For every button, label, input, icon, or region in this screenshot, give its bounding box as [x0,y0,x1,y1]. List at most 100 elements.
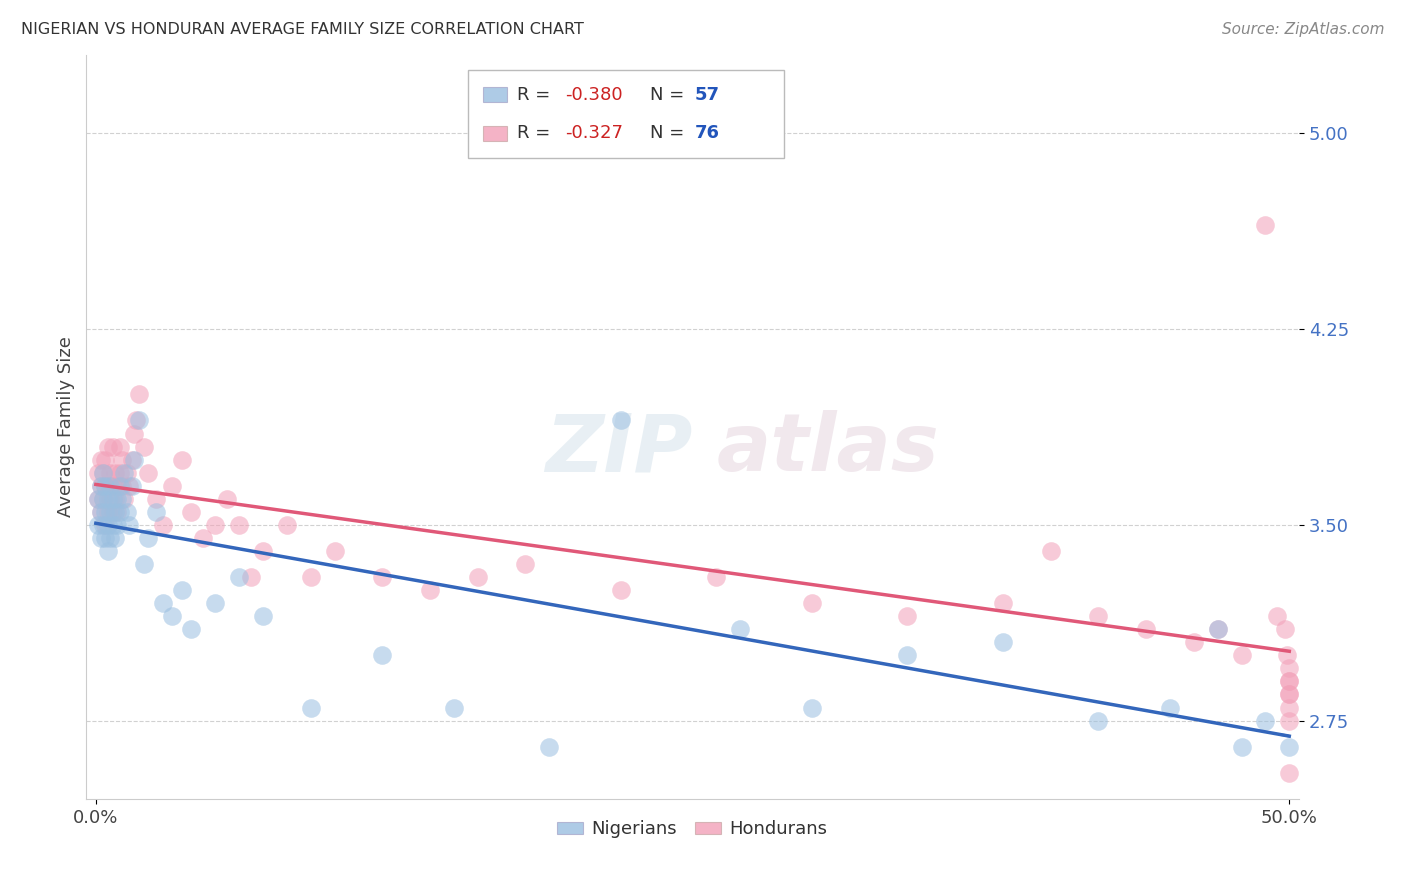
Point [145,505,167,519]
Point [252,544,274,558]
Point [1087,714,1109,728]
Point [128,413,150,427]
Point [98,505,121,519]
Point [90,452,112,467]
Point [108,505,131,519]
Point [121,452,143,467]
Point [1230,648,1253,663]
Point [101,479,124,493]
Point [132,557,155,571]
Point [97,517,120,532]
Point [152,596,174,610]
Point [118,479,141,493]
Point [97,505,120,519]
Point [98,479,121,493]
Point [87,517,110,532]
FancyBboxPatch shape [468,70,783,158]
Point [97,491,120,506]
Text: 57: 57 [695,86,720,103]
Point [1278,688,1301,702]
Point [104,505,127,519]
Point [111,491,134,506]
Point [1278,765,1301,780]
Point [1278,661,1301,675]
FancyBboxPatch shape [482,126,508,141]
Text: -0.380: -0.380 [565,86,623,103]
Point [101,491,124,506]
Point [1230,739,1253,754]
Point [91,491,114,506]
Point [94,517,117,532]
Point [1278,688,1301,702]
Point [121,479,143,493]
Point [87,491,110,506]
Point [101,517,124,532]
Point [204,596,226,610]
Point [98,491,121,506]
Text: 76: 76 [695,124,720,142]
Point [87,466,110,480]
Point [323,544,346,558]
Point [800,596,823,610]
Point [228,517,250,532]
Point [419,583,441,598]
Point [193,531,215,545]
Point [610,413,633,427]
Point [94,452,117,467]
Y-axis label: Average Family Size: Average Family Size [58,336,75,517]
Point [1206,622,1229,636]
Legend: Nigerians, Hondurans: Nigerians, Hondurans [550,814,835,846]
Point [91,466,114,480]
Point [114,466,136,480]
Point [108,479,131,493]
Point [1087,609,1109,624]
Point [138,466,160,480]
Point [94,479,117,493]
Point [299,570,322,584]
Point [152,517,174,532]
Point [132,440,155,454]
Point [1278,714,1301,728]
Point [515,557,537,571]
Point [217,491,239,506]
Point [94,531,117,545]
Point [706,570,728,584]
Point [87,491,110,506]
Point [91,491,114,506]
Text: NIGERIAN VS HONDURAN AVERAGE FAMILY SIZE CORRELATION CHART: NIGERIAN VS HONDURAN AVERAGE FAMILY SIZE… [21,22,583,37]
Point [128,387,150,401]
Point [180,622,202,636]
Point [91,466,114,480]
Point [94,505,117,519]
Point [1159,700,1181,714]
Point [991,596,1014,610]
Point [1278,739,1301,754]
Point [371,570,394,584]
Point [115,505,138,519]
Point [105,491,128,506]
Text: R =: R = [517,124,555,142]
Point [125,413,148,427]
Point [138,531,160,545]
Point [101,505,124,519]
Point [145,491,167,506]
Point [90,505,112,519]
Text: ZIP: ZIP [546,410,693,488]
Text: N =: N = [650,86,690,103]
Point [170,583,193,598]
Point [180,505,202,519]
Point [115,466,138,480]
Point [114,491,136,506]
Point [90,479,112,493]
Text: R =: R = [517,86,555,103]
Point [1278,674,1301,689]
Point [122,426,145,441]
Point [90,531,112,545]
Point [228,570,250,584]
Point [91,517,114,532]
Point [467,570,489,584]
Point [104,491,127,506]
Point [111,479,134,493]
Point [98,531,121,545]
Point [204,517,226,532]
